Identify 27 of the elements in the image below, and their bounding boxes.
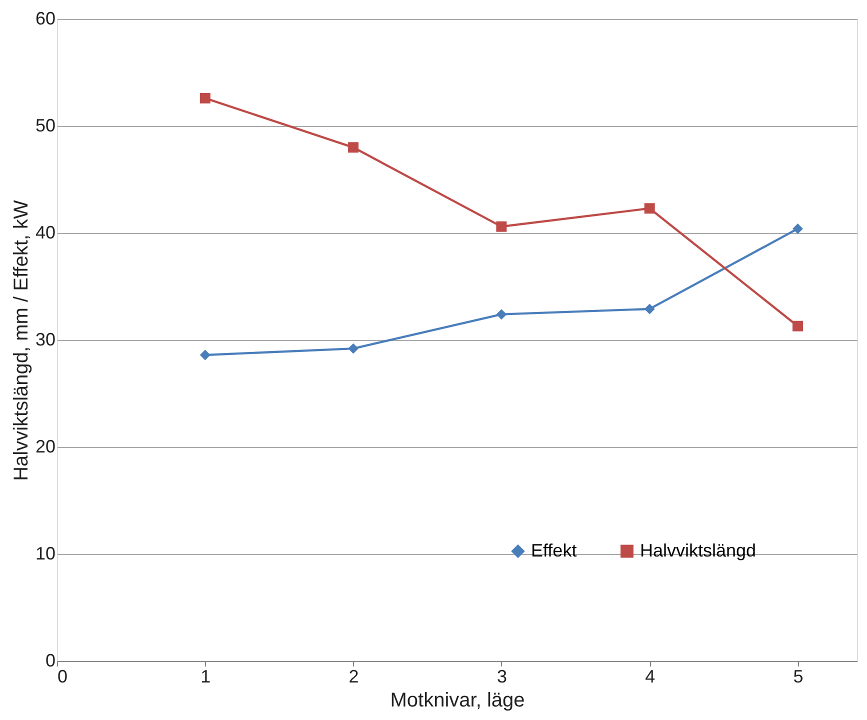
y-tick-label: 60 [35,8,56,28]
y-tick-label: 50 [35,116,56,136]
x-tick-label: 4 [645,666,656,686]
point [496,309,507,320]
y-tick-label: 10 [35,544,56,564]
y-axis-title: Halvviktslängd, mm / Effekt, kW [10,200,32,481]
point [792,223,803,234]
legend-label: Effekt [531,540,577,560]
point [200,92,210,104]
x-axis-title: Motknivar, läge [390,690,525,712]
x-tick-label: 0 [58,666,68,686]
x-tick-label: 3 [496,666,507,686]
x-tick-label: 1 [200,666,211,686]
point [200,350,210,360]
point [644,304,655,314]
point [496,221,507,232]
y-tick-label: 0 [45,650,56,670]
x-tick-label: 2 [348,666,359,686]
point [644,203,655,214]
point [348,142,359,153]
y-tick-label: 30 [35,330,56,350]
legend-label: Halvviktslängd [640,540,756,560]
point [348,343,359,354]
y-tick-label: 20 [35,436,56,456]
y-tick-label: 40 [35,222,56,242]
x-tick-label: 5 [793,666,804,686]
point [792,320,803,332]
